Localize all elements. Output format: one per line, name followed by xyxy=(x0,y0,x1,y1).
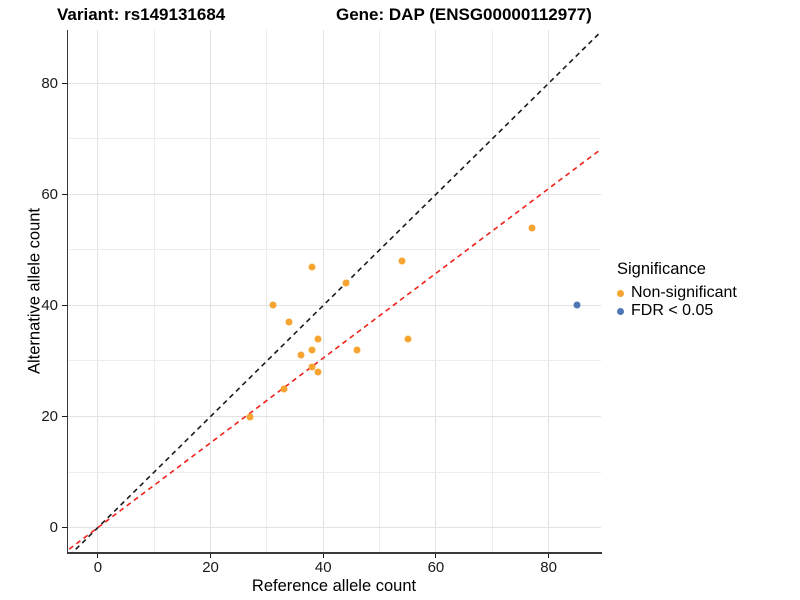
x-tick-label: 20 xyxy=(202,559,219,576)
y-axis-line xyxy=(66,30,68,554)
x-axis-title: Reference allele count xyxy=(251,577,417,595)
x-tick-label: 0 xyxy=(93,559,103,576)
legend-items: Non-significant FDR < 0.05 xyxy=(617,284,737,320)
x-tick-mark xyxy=(322,553,324,558)
x-tick-label: 60 xyxy=(427,559,445,576)
legend-item-label: FDR < 0.05 xyxy=(631,302,714,319)
data-point-non-significant xyxy=(404,335,412,343)
y-tick-label: 60 xyxy=(41,185,58,203)
data-point-fdr-0-05 xyxy=(573,301,581,309)
gridline-horizontal xyxy=(68,138,601,140)
y-tick-label: 20 xyxy=(41,408,58,425)
data-point-non-significant xyxy=(280,385,288,393)
data-point-non-significant xyxy=(314,368,322,376)
gridline-horizontal xyxy=(68,82,601,84)
identity-line xyxy=(71,30,601,552)
gridline-horizontal xyxy=(68,304,601,306)
y-tick-label: 40 xyxy=(41,296,58,314)
data-point-non-significant xyxy=(285,318,293,326)
x-tick-mark xyxy=(97,553,99,558)
legend: Significance Non-significant FDR < 0.05 xyxy=(617,260,737,320)
y-axis-title: Alternative allele count xyxy=(25,207,44,375)
legend-item-label: Non-significant xyxy=(631,284,737,301)
gridline-vertical xyxy=(491,30,493,552)
data-point-non-significant xyxy=(269,301,277,309)
legend-title: Significance xyxy=(617,260,706,278)
data-point-non-significant xyxy=(528,224,536,232)
data-point-non-significant xyxy=(308,263,316,271)
gridline-horizontal xyxy=(68,416,601,417)
x-tick-mark xyxy=(435,553,437,558)
gridline-horizontal xyxy=(68,527,601,529)
gridline-horizontal xyxy=(68,360,601,362)
plot-panel xyxy=(68,30,601,552)
data-point-non-significant xyxy=(398,257,406,265)
data-point-non-significant xyxy=(308,346,316,354)
data-point-non-significant xyxy=(353,346,361,354)
gridline-vertical xyxy=(322,30,324,552)
gridline-vertical xyxy=(435,30,437,552)
x-tick-mark xyxy=(548,553,550,558)
plot-title-gene: Gene: DAP (ENSG00000112977) xyxy=(336,5,592,24)
gridline-horizontal xyxy=(68,193,601,195)
gridline-vertical xyxy=(210,30,212,552)
x-tick-mark xyxy=(210,553,212,558)
reference-lines xyxy=(68,30,601,552)
fit-line xyxy=(68,148,601,552)
y-tick-mark xyxy=(62,527,67,529)
x-tick-label: 40 xyxy=(314,559,332,576)
x-axis-line xyxy=(66,552,602,554)
gridline-vertical xyxy=(548,30,550,552)
legend-key-dot xyxy=(617,307,624,315)
y-tick-mark xyxy=(62,304,67,306)
gridline-horizontal xyxy=(68,471,601,473)
y-tick-label: 80 xyxy=(41,74,58,92)
gridline-vertical xyxy=(379,30,381,552)
y-tick-mark xyxy=(62,416,67,417)
data-point-non-significant xyxy=(314,335,322,343)
data-point-non-significant xyxy=(246,413,254,420)
y-tick-label: 0 xyxy=(49,519,58,537)
legend-item: Non-significant xyxy=(617,284,737,302)
legend-key-dot xyxy=(617,289,624,297)
gridline-vertical xyxy=(266,30,268,552)
plot-title-variant: Variant: rs149131684 xyxy=(57,5,226,24)
y-tick-mark xyxy=(62,82,67,84)
y-tick-mark xyxy=(62,193,67,195)
data-point-non-significant xyxy=(342,279,350,287)
legend-item: FDR < 0.05 xyxy=(617,302,737,320)
gridline-horizontal xyxy=(68,249,601,251)
data-point-non-significant xyxy=(297,351,305,359)
data-point-non-significant xyxy=(308,363,316,371)
gridline-vertical xyxy=(153,30,155,552)
gridline-vertical xyxy=(97,30,99,552)
x-tick-label: 80 xyxy=(540,559,557,576)
